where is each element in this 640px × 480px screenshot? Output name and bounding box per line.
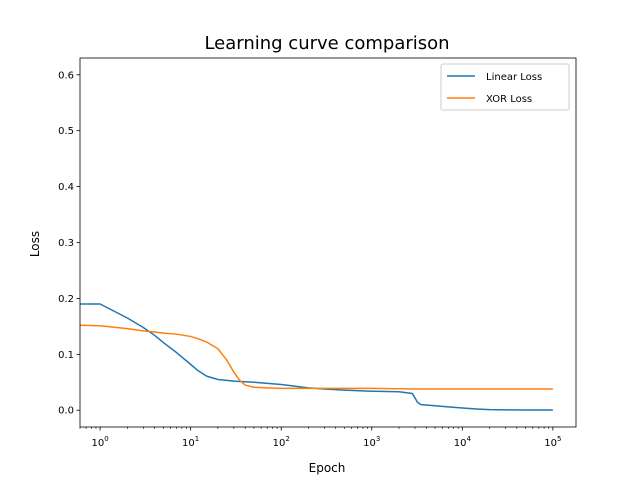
plot-area: 0.0 0.1 0.2 0.3 0.4 0.5 0.6 100 101 102 103 104 105: [58, 57, 577, 449]
series-line-2: [79, 324, 553, 390]
legend-label-1: Linear Loss: [486, 72, 542, 83]
legend-label-2: XOR Loss: [486, 94, 532, 105]
series-line-1: [80, 303, 553, 411]
x-tick-label: 103: [363, 435, 380, 449]
x-axis-label: Epoch: [309, 461, 346, 475]
y-axis-label: Loss: [28, 231, 42, 257]
x-tick-label: 104: [454, 435, 472, 449]
x-tick-label: 105: [544, 435, 561, 449]
chart-title: Learning curve comparison: [204, 33, 449, 54]
y-tick-label: 0.1: [58, 350, 74, 361]
x-tick-label: 101: [182, 435, 199, 449]
x-tick-label: 100: [91, 435, 108, 449]
y-tick-label: 0.0: [58, 406, 74, 417]
y-tick-label: 0.3: [58, 238, 74, 249]
y-tick-label: 0.4: [58, 182, 74, 193]
legend: Linear Loss XOR Loss: [440, 63, 570, 111]
y-tick-label: 0.6: [58, 70, 74, 81]
y-tick-label: 0.5: [58, 126, 74, 137]
x-tick-label: 102: [273, 435, 290, 449]
plot-frame: [79, 57, 577, 428]
y-tick-label: 0.2: [58, 294, 74, 305]
